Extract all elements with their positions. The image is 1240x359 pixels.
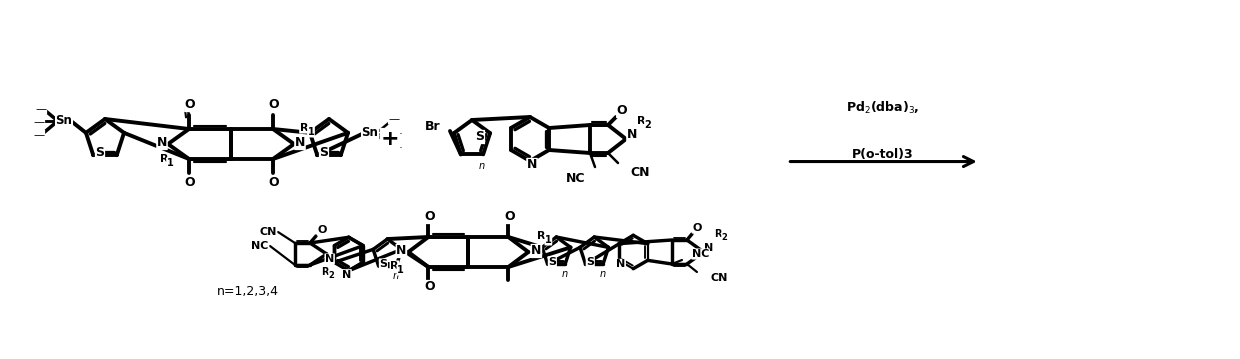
- Text: 1: 1: [308, 127, 315, 137]
- Text: Sn: Sn: [362, 126, 378, 140]
- Text: O: O: [317, 225, 326, 235]
- Text: S: S: [95, 146, 104, 159]
- Text: O: O: [424, 210, 435, 224]
- Text: —: —: [36, 104, 47, 114]
- Text: O: O: [503, 210, 515, 224]
- Text: Br: Br: [424, 121, 440, 134]
- Text: N: N: [325, 254, 335, 264]
- Text: —: —: [33, 130, 45, 140]
- Text: S: S: [379, 259, 387, 269]
- Text: S: S: [587, 257, 594, 267]
- Text: N: N: [626, 129, 637, 141]
- Text: R: R: [391, 261, 398, 271]
- Text: n=1,2,3,4: n=1,2,3,4: [217, 284, 279, 298]
- Text: N: N: [704, 243, 713, 253]
- Text: 2: 2: [722, 233, 728, 242]
- Text: N: N: [396, 244, 407, 257]
- Text: Pd$_2$(dba)$_3$,: Pd$_2$(dba)$_3$,: [846, 100, 920, 116]
- Text: n: n: [479, 161, 485, 171]
- Text: CN: CN: [259, 227, 277, 237]
- Text: —: —: [33, 117, 45, 127]
- Text: R: R: [160, 154, 169, 164]
- Text: O: O: [185, 98, 196, 112]
- Text: 1: 1: [546, 235, 552, 245]
- Text: R: R: [321, 267, 329, 277]
- Text: N: N: [342, 270, 351, 280]
- Text: R: R: [300, 123, 309, 133]
- Text: O: O: [185, 177, 196, 190]
- Text: O: O: [692, 223, 702, 233]
- Text: —: —: [391, 142, 402, 152]
- Text: n: n: [599, 269, 605, 279]
- Text: R: R: [714, 229, 722, 239]
- Text: 1: 1: [166, 158, 174, 168]
- Text: R: R: [637, 116, 645, 126]
- Text: 2: 2: [329, 271, 335, 280]
- Text: S: S: [320, 146, 329, 159]
- Text: NC: NC: [692, 249, 709, 259]
- Text: N: N: [531, 244, 542, 257]
- Text: CN: CN: [711, 273, 728, 283]
- Text: N: N: [295, 136, 305, 149]
- Text: Sn: Sn: [56, 113, 72, 126]
- Text: O: O: [269, 177, 279, 190]
- Text: N: N: [616, 259, 625, 269]
- Text: —: —: [388, 114, 399, 124]
- Text: O: O: [269, 98, 279, 112]
- Text: P(o-tol)3: P(o-tol)3: [852, 148, 914, 161]
- Text: n: n: [392, 271, 398, 281]
- Text: N: N: [156, 136, 167, 149]
- Text: S: S: [475, 131, 485, 144]
- Text: O: O: [424, 280, 435, 294]
- Text: NC: NC: [252, 241, 269, 251]
- Text: n: n: [562, 269, 568, 279]
- Text: +: +: [381, 129, 399, 149]
- Text: —: —: [391, 128, 402, 138]
- Text: S: S: [548, 257, 557, 267]
- Text: 2: 2: [645, 120, 651, 130]
- Text: 1: 1: [397, 265, 404, 275]
- Text: R: R: [537, 231, 546, 241]
- Text: N: N: [527, 159, 537, 172]
- Text: NC: NC: [565, 173, 585, 186]
- Text: CN: CN: [630, 167, 650, 180]
- Text: O: O: [616, 104, 627, 117]
